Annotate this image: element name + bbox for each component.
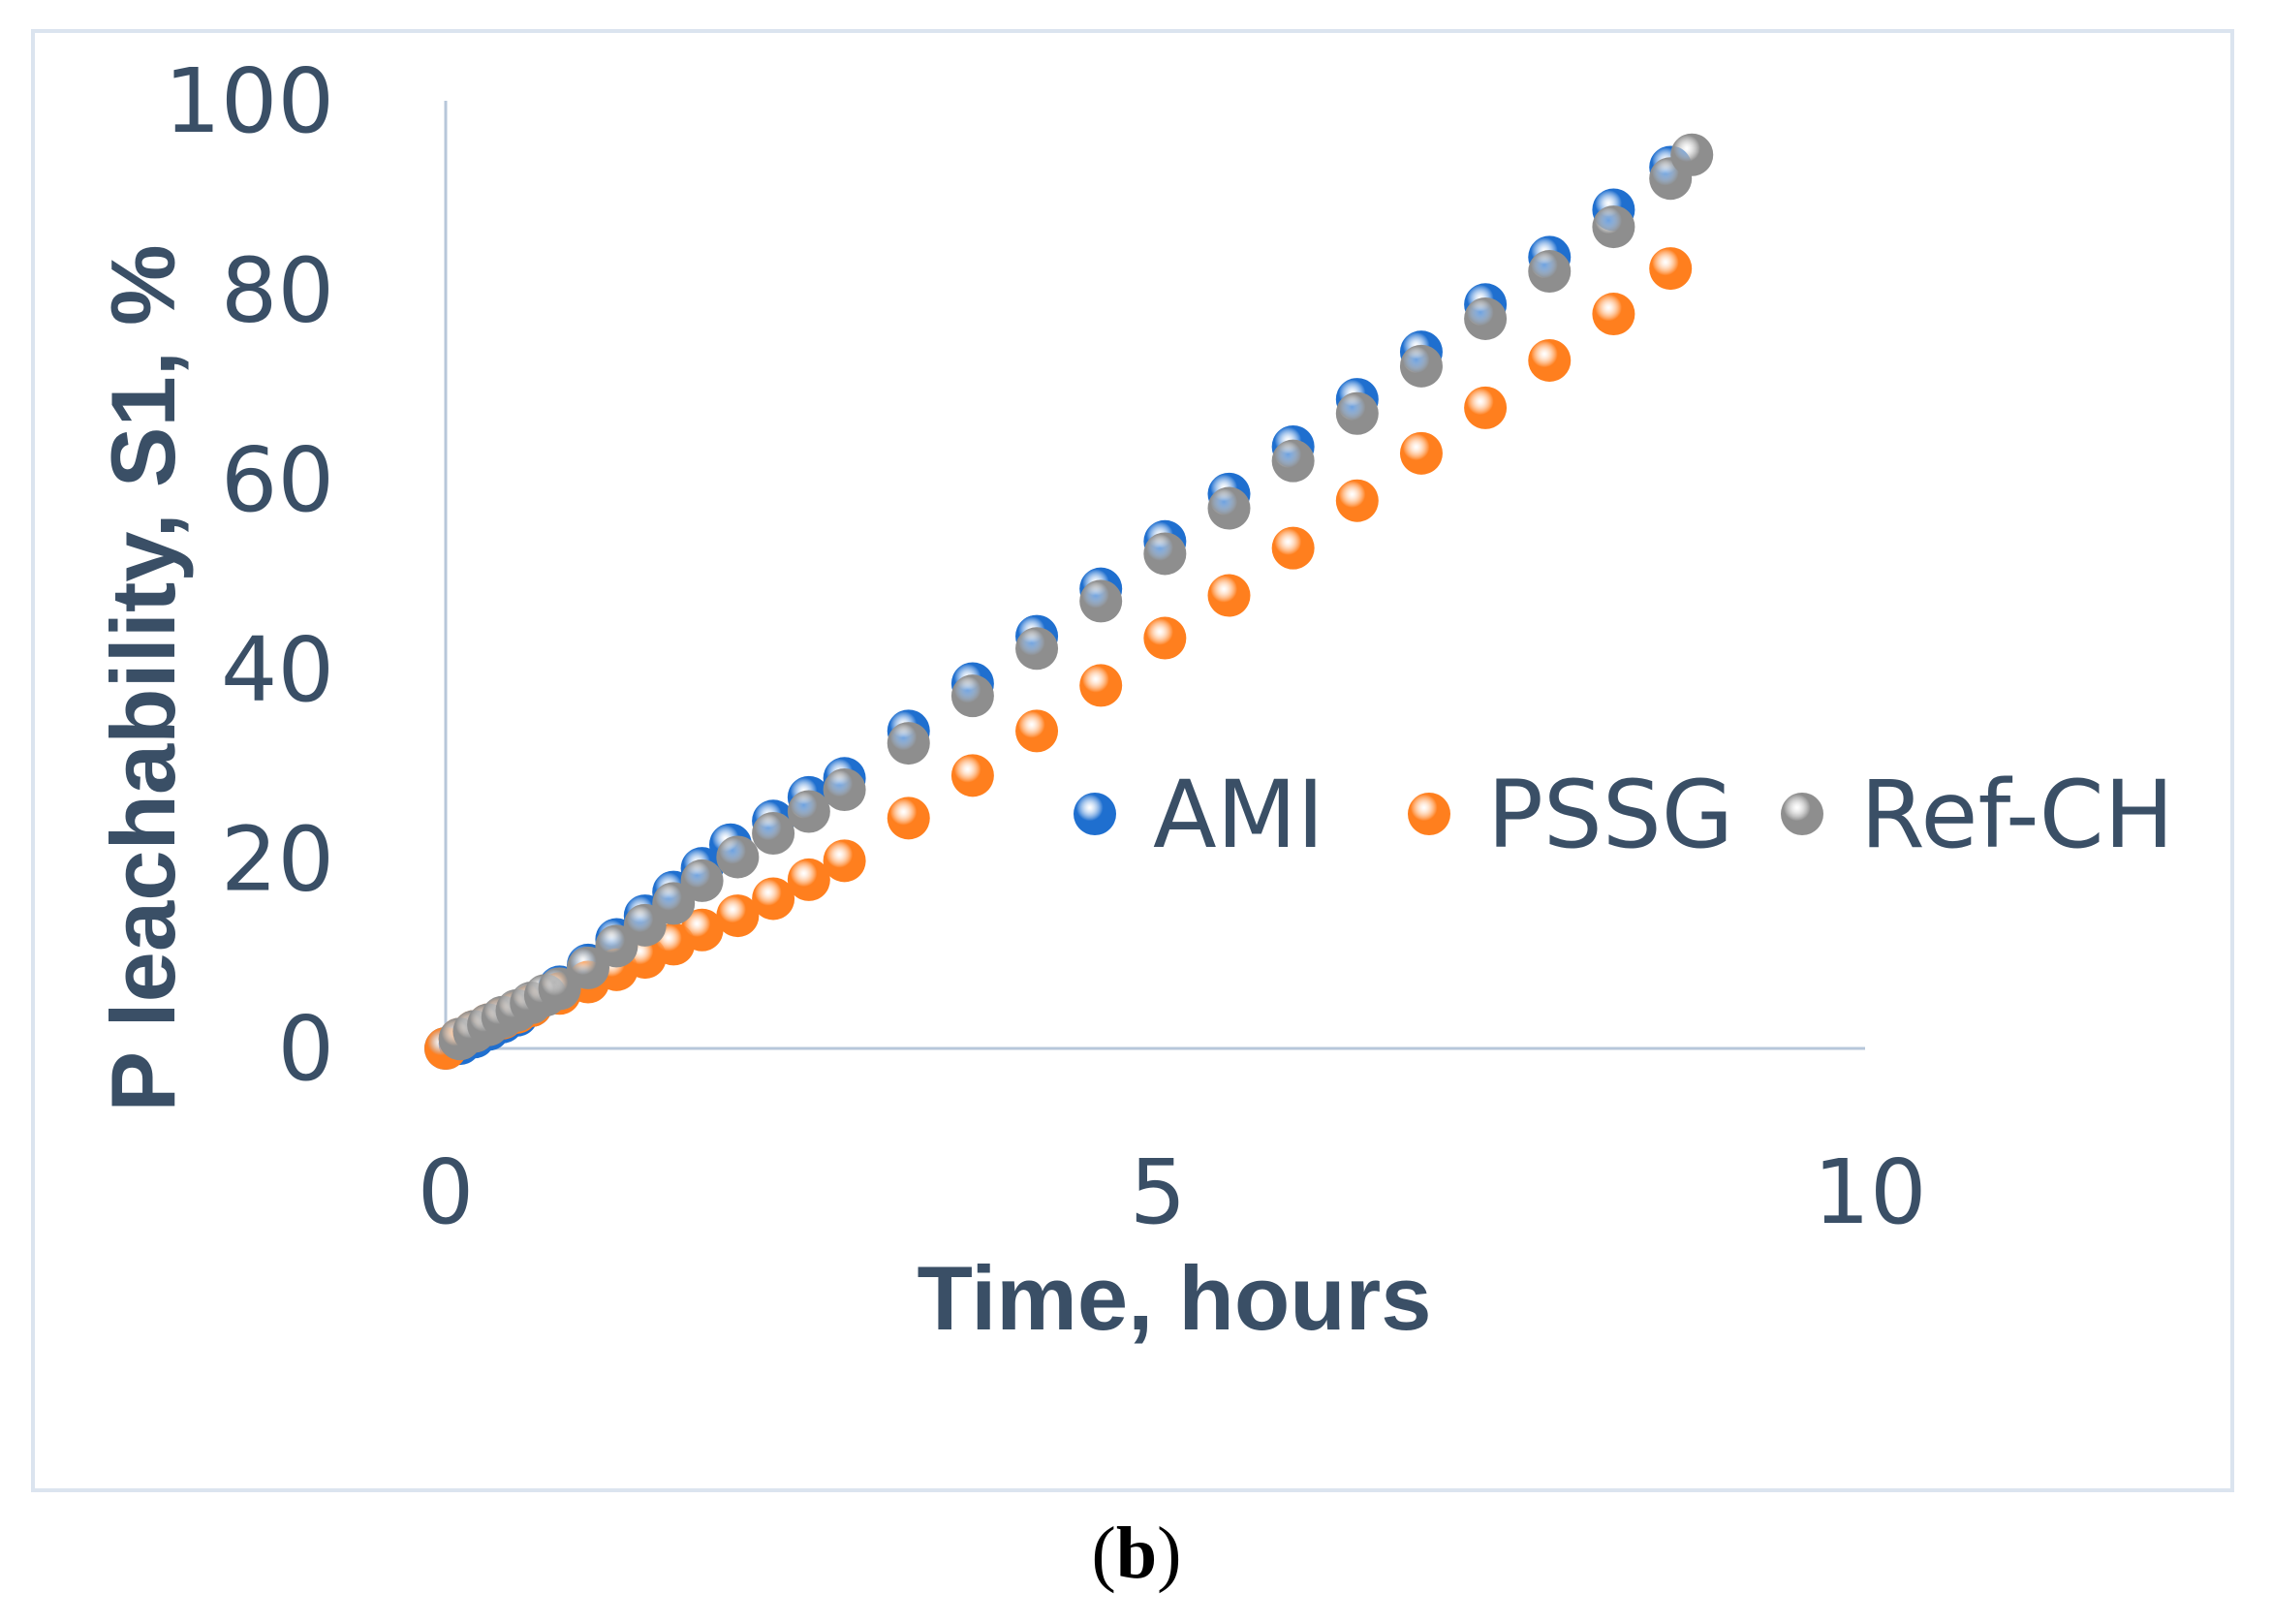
data-point	[1143, 616, 1187, 660]
y-tick-label: 100	[164, 49, 334, 153]
data-point	[787, 858, 830, 901]
data-point	[1271, 526, 1315, 570]
data-point	[680, 908, 724, 952]
data-point	[1079, 579, 1123, 623]
data-point	[1464, 297, 1508, 340]
data-point	[1207, 486, 1251, 530]
y-tick-label: 20	[221, 807, 334, 911]
data-point	[1079, 664, 1123, 707]
caption-close: )	[1157, 1513, 1182, 1594]
data-point	[823, 768, 866, 812]
data-point	[1399, 344, 1443, 388]
x-tick-label: 5	[1130, 1140, 1187, 1244]
caption-open: (	[1091, 1513, 1116, 1594]
data-series	[424, 133, 1714, 1070]
x-axis-title: Time, hours	[917, 1247, 1431, 1349]
legend-marker	[1781, 793, 1823, 835]
data-point	[1271, 439, 1315, 483]
data-point	[652, 882, 696, 925]
tick-labels: 0 20 40 60 80 100 0 5 10	[164, 49, 1926, 1244]
y-axis-title: P leachability, S1, %	[92, 244, 194, 1111]
legend-marker	[1408, 793, 1450, 835]
data-point	[1528, 250, 1572, 294]
series-ref-ch	[438, 133, 1714, 1061]
data-point	[1399, 431, 1443, 475]
data-point	[887, 796, 930, 840]
x-tick-label: 10	[1813, 1140, 1926, 1244]
data-point	[752, 811, 795, 855]
data-point	[752, 877, 795, 921]
legend-label: Ref-CH	[1860, 761, 2174, 869]
data-point	[1335, 391, 1379, 435]
data-point	[1015, 709, 1059, 753]
data-point	[787, 790, 830, 833]
legend-label: AMI	[1153, 761, 1324, 869]
legend-label: PSSG	[1487, 761, 1733, 869]
data-point	[950, 674, 994, 718]
legend-marker	[1074, 793, 1116, 835]
x-tick-label: 0	[418, 1140, 475, 1244]
data-point	[1592, 205, 1635, 249]
data-point	[823, 839, 866, 883]
chart-frame	[31, 29, 2234, 1492]
data-point	[1207, 574, 1251, 617]
axes	[444, 101, 1865, 1050]
caption-letter: b	[1115, 1513, 1158, 1594]
legend: AMI PSSG Ref-CH	[1074, 761, 2174, 869]
data-point	[887, 722, 930, 765]
y-tick-label: 40	[221, 618, 334, 722]
y-tick-label: 0	[277, 997, 334, 1101]
data-point	[1592, 293, 1635, 336]
data-point	[680, 859, 724, 902]
data-point	[716, 835, 760, 879]
panel-caption: (b)	[0, 1512, 2273, 1596]
data-point	[1528, 338, 1572, 382]
data-point	[1464, 386, 1508, 429]
data-point	[1335, 479, 1379, 522]
data-point	[1649, 247, 1693, 291]
data-point	[716, 894, 760, 938]
y-tick-label: 60	[221, 428, 334, 532]
data-point	[1670, 133, 1714, 176]
data-point	[950, 754, 994, 797]
data-point	[1143, 532, 1187, 576]
y-tick-label: 80	[221, 239, 334, 343]
data-point	[1015, 627, 1059, 671]
